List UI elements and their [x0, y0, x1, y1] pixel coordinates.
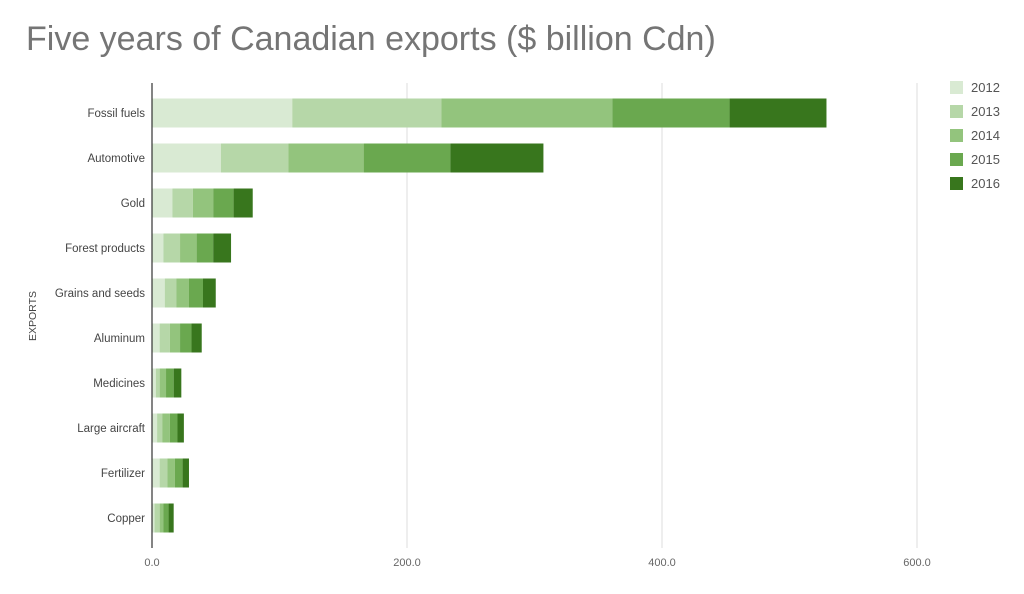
- bar-segment-2015: [166, 368, 174, 398]
- bar-segment-2013: [172, 188, 193, 218]
- bar-segment-2014: [167, 458, 175, 488]
- bar-segment-2015: [188, 278, 203, 308]
- bar-segment-2016: [168, 503, 174, 533]
- category-label: Copper: [107, 513, 145, 525]
- bar-segment-2015: [174, 458, 183, 488]
- bar-segment-2014: [288, 143, 364, 173]
- bar-segment-2015: [612, 98, 730, 128]
- legend-label: 2012: [971, 80, 1000, 95]
- bar-segment-2014: [169, 323, 181, 353]
- bar-segment-2016: [450, 143, 544, 173]
- bar-segment-2012: [152, 413, 158, 443]
- legend-swatch-2013: [950, 105, 963, 118]
- bar-segment-2012: [152, 98, 293, 128]
- bar-segment-2013: [163, 233, 181, 263]
- bar-segment-2013: [155, 368, 160, 398]
- bar-segment-2013: [159, 323, 170, 353]
- bar-segment-2015: [196, 233, 214, 263]
- x-tick-label: 600.0: [903, 557, 931, 569]
- category-label: Forest products: [65, 243, 145, 255]
- bar-segment-2016: [213, 233, 232, 263]
- bar-segment-2012: [152, 458, 160, 488]
- bar-segment-2013: [164, 278, 177, 308]
- bar-segment-2014: [159, 368, 167, 398]
- category-label: Gold: [121, 198, 145, 210]
- legend-swatch-2015: [950, 153, 963, 166]
- bar-segment-2013: [220, 143, 289, 173]
- bar-segment-2012: [152, 323, 160, 353]
- bar-segment-2014: [192, 188, 214, 218]
- category-label: Grains and seeds: [55, 288, 145, 300]
- bar-segment-2014: [176, 278, 189, 308]
- category-label: Automotive: [87, 153, 145, 165]
- category-label: Aluminum: [94, 333, 145, 345]
- bar-segment-2015: [363, 143, 451, 173]
- legend-swatch-2014: [950, 129, 963, 142]
- bar-segment-2014: [441, 98, 613, 128]
- bar-segment-2016: [233, 188, 253, 218]
- x-tick-label: 400.0: [648, 557, 676, 569]
- y-axis-title: EXPORTS: [27, 291, 39, 341]
- bar-segment-2016: [191, 323, 202, 353]
- bar-segment-2014: [159, 503, 164, 533]
- chart-title: Five years of Canadian exports ($ billio…: [26, 20, 716, 58]
- x-tick-label: 200.0: [393, 557, 421, 569]
- bar-segment-2015: [163, 503, 169, 533]
- legend-label: 2014: [971, 128, 1000, 143]
- bar-segment-2014: [162, 413, 170, 443]
- bar-segment-2016: [203, 278, 216, 308]
- bar-segment-2012: [152, 503, 155, 533]
- bar-segment-2014: [180, 233, 197, 263]
- bar-segment-2013: [159, 458, 168, 488]
- legend-label: 2015: [971, 152, 1000, 167]
- bar-segment-2013: [157, 413, 163, 443]
- legend-label: 2016: [971, 176, 1000, 191]
- category-label: Fertilizer: [101, 468, 145, 480]
- category-label: Fossil fuels: [87, 108, 145, 120]
- legend-swatch-2016: [950, 177, 963, 190]
- bar-segment-2016: [173, 368, 182, 398]
- x-tick-label: 0.0: [144, 557, 159, 569]
- bar-segment-2016: [177, 413, 184, 443]
- bar-segment-2016: [182, 458, 189, 488]
- bar-segment-2015: [180, 323, 192, 353]
- bar-segment-2012: [152, 188, 173, 218]
- category-label: Medicines: [93, 378, 145, 390]
- bar-segment-2012: [152, 368, 156, 398]
- category-label: Large aircraft: [77, 423, 146, 435]
- legend-swatch-2012: [950, 81, 963, 94]
- bar-segment-2013: [292, 98, 442, 128]
- bar-segment-2013: [154, 503, 160, 533]
- bar-segment-2012: [152, 143, 221, 173]
- bar-segment-2015: [213, 188, 234, 218]
- bar-segment-2012: [152, 233, 164, 263]
- bar-segment-2016: [729, 98, 827, 128]
- bar-segment-2012: [152, 278, 165, 308]
- bar-segment-2015: [169, 413, 178, 443]
- legend-label: 2013: [971, 104, 1000, 119]
